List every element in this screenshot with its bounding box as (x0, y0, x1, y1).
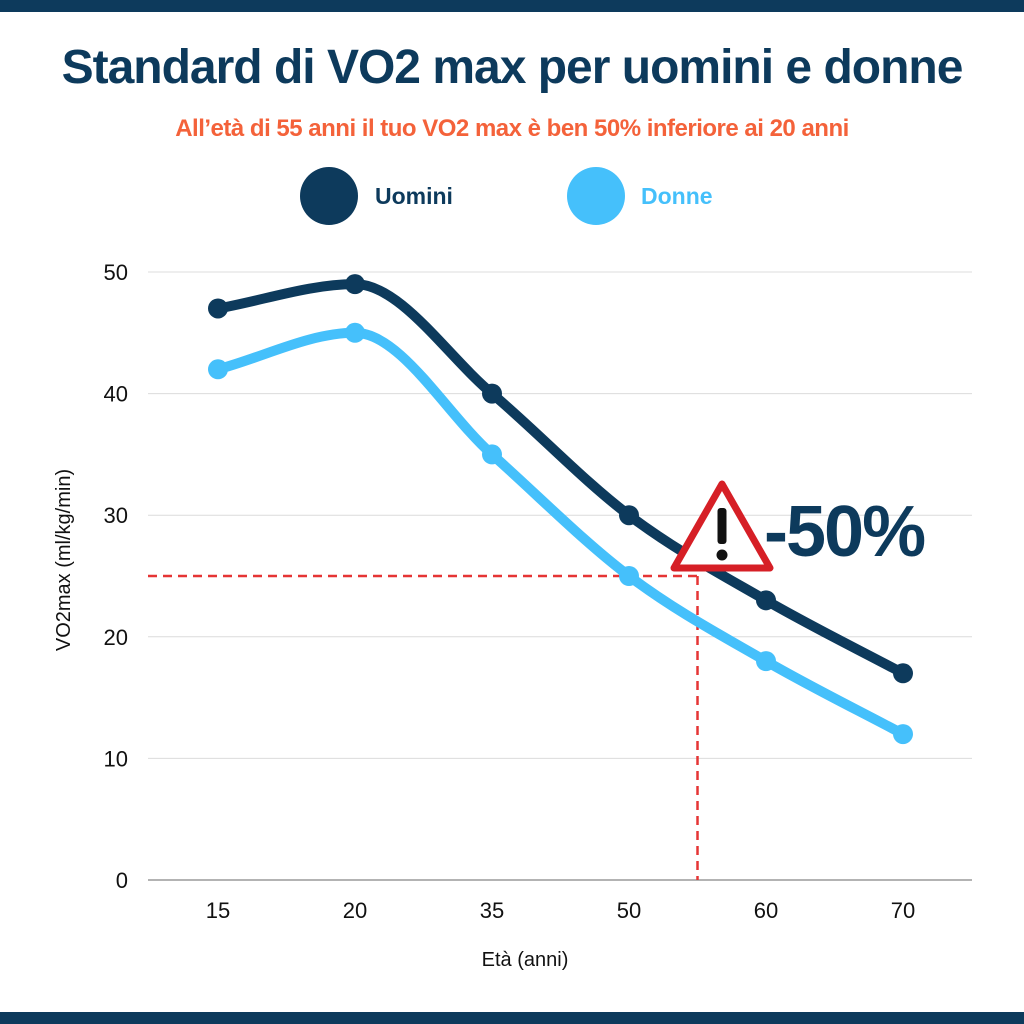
x-axis-label: Età (anni) (482, 949, 569, 971)
top-band (0, 0, 1024, 12)
data-point-donne (208, 359, 228, 380)
legend-marker (300, 167, 358, 225)
annotation: -50% (670, 480, 927, 572)
y-tick-label: 20 (104, 625, 128, 650)
legend-label: Donne (641, 183, 713, 209)
y-tick-label: 0 (116, 868, 128, 893)
y-axis-label: VO2max (ml/kg/min) (53, 469, 75, 651)
y-tick-label: 50 (104, 260, 128, 285)
legend-marker (567, 167, 625, 225)
legend: Uomini Donne (300, 167, 713, 225)
series-line-donne (213, 327, 908, 740)
data-point-donne (345, 322, 365, 343)
y-tick-label: 30 (104, 503, 128, 528)
x-tick-label: 50 (617, 898, 641, 923)
data-point-donne (482, 444, 502, 465)
data-point-donne (756, 651, 776, 672)
bottom-band (0, 1012, 1024, 1024)
data-point-uomini (345, 274, 365, 295)
data-point-donne (893, 724, 913, 745)
data-point-donne (619, 566, 639, 586)
reference-lines (148, 574, 699, 880)
data-point-uomini (208, 298, 228, 319)
x-tick-label: 15 (206, 898, 230, 923)
x-tick-label: 35 (480, 898, 504, 923)
warning-triangle-icon (670, 480, 774, 572)
series-lines (208, 274, 913, 745)
annotation-percentage: -50% (764, 492, 925, 572)
series-line-uomini (213, 279, 908, 679)
data-point-uomini (482, 383, 502, 404)
x-tick-label: 60 (754, 898, 778, 923)
x-tick-label: 70 (891, 898, 915, 923)
chart-subtitle: All’età di 55 anni il tuo VO2 max è ben … (175, 115, 849, 142)
y-tick-labels: 0 10 20 30 40 50 (104, 260, 128, 893)
legend-label: Uomini (375, 183, 453, 209)
y-tick-label: 10 (104, 746, 128, 771)
chart-title: Standard di VO2 max per uomini e donne (61, 41, 964, 94)
x-tick-labels: 15 20 35 50 60 70 (206, 898, 915, 923)
x-tick-label: 20 (343, 898, 367, 923)
data-point-uomini (756, 590, 776, 611)
y-tick-label: 40 (104, 382, 128, 407)
data-point-uomini (893, 663, 913, 684)
data-point-uomini (619, 505, 639, 526)
